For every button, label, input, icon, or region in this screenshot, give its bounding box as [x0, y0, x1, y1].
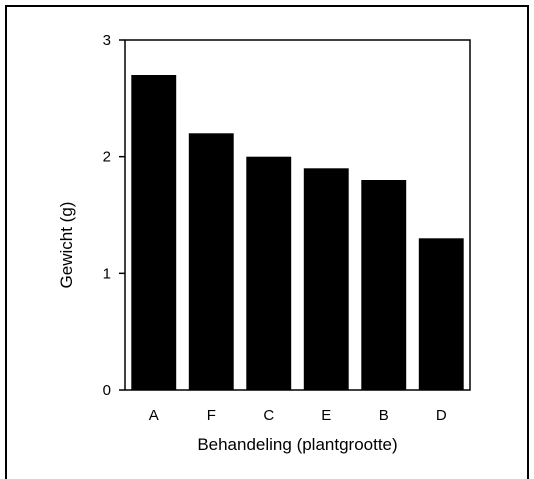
- x-tick-label: C: [263, 407, 274, 424]
- bars: [131, 75, 464, 391]
- x-tick-label: B: [379, 407, 389, 424]
- bar-C: [246, 156, 292, 390]
- y-axis: 0 1 2 3: [103, 32, 125, 399]
- y-tick-label: 3: [103, 32, 111, 49]
- plot-border: [124, 39, 471, 391]
- y-tick-label: 1: [103, 265, 111, 282]
- x-axis-label: Behandeling (plantgrootte): [197, 435, 397, 454]
- y-tick-label: 0: [103, 382, 111, 399]
- bar-E: [303, 168, 349, 390]
- y-axis-label: Gewicht (g): [57, 202, 76, 289]
- x-tick-label: A: [149, 407, 159, 424]
- x-tick-label: E: [321, 407, 331, 424]
- bar-D: [418, 238, 464, 390]
- x-tick-label: F: [207, 407, 216, 424]
- x-tick-label: D: [436, 407, 447, 424]
- plot-area: [124, 39, 471, 391]
- bar-F: [188, 133, 234, 391]
- y-tick-label: 2: [103, 149, 111, 166]
- bar-A: [131, 75, 177, 390]
- bar-B: [361, 180, 407, 390]
